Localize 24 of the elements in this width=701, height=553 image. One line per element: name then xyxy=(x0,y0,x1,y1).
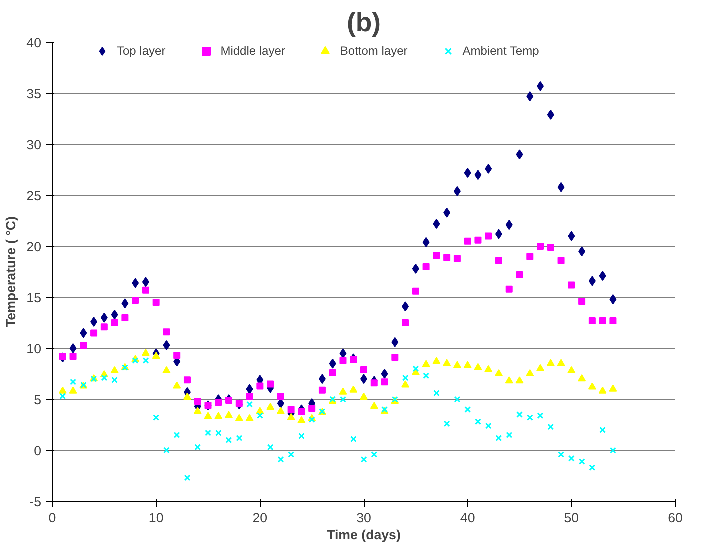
legend-label: Middle layer xyxy=(220,44,286,58)
x-tick-label: 0 xyxy=(48,510,56,526)
y-tick-label: 10 xyxy=(26,342,42,356)
x-tick-label: 20 xyxy=(252,510,268,526)
x-tick-label: 60 xyxy=(668,510,683,526)
legend-label: Top layer xyxy=(117,44,166,58)
x-tick-label: 50 xyxy=(564,510,580,526)
y-tick-label: 0 xyxy=(34,444,42,458)
y-tick-label: 15 xyxy=(26,290,42,306)
y-tick-label: 25 xyxy=(26,188,42,204)
y-tick-label: 40 xyxy=(26,36,42,50)
legend-label: Bottom layer xyxy=(340,44,408,58)
y-tick-label: 5 xyxy=(34,392,42,408)
legend-label: Ambient Temp xyxy=(462,44,540,58)
y-axis-title: Temperature ( °C) xyxy=(4,216,19,328)
y-tick-label: 30 xyxy=(26,138,42,152)
y-tick-label: 35 xyxy=(26,86,42,102)
y-tick-label: 20 xyxy=(26,240,42,254)
x-tick-label: 40 xyxy=(460,510,476,526)
x-axis-title: Time (days) xyxy=(327,528,401,542)
y-tick-label: -5 xyxy=(30,494,42,510)
x-tick-label: 10 xyxy=(148,510,164,526)
x-tick-label: 30 xyxy=(356,510,372,526)
chart-title: (b) xyxy=(346,8,382,38)
